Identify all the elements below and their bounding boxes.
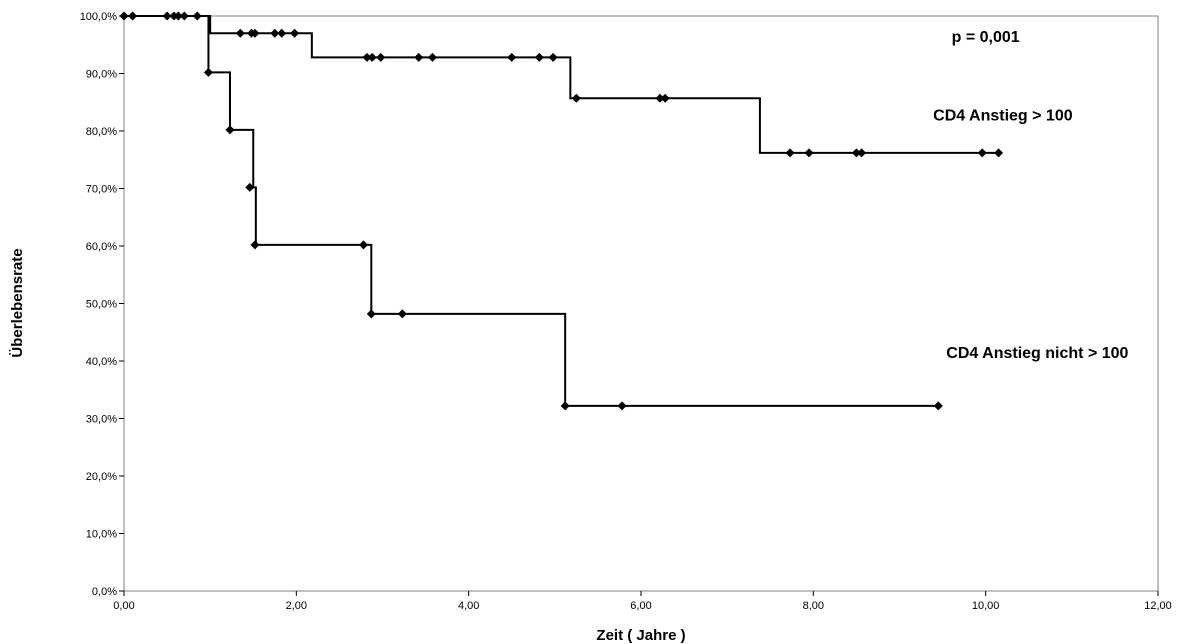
data-point (290, 28, 300, 38)
data-point (617, 401, 627, 411)
annotation-label: CD4 Anstieg > 100 (933, 108, 1073, 125)
data-point (245, 182, 255, 192)
data-point (414, 52, 424, 62)
y-tick-label: 20,0% (86, 471, 117, 483)
data-point (235, 28, 245, 38)
series-1 (119, 11, 1004, 158)
y-tick-label: 90,0% (86, 69, 117, 81)
y-tick-label: 70,0% (86, 184, 117, 196)
series-line (124, 15, 999, 154)
data-point (376, 52, 386, 62)
data-point (225, 125, 235, 135)
data-point (507, 52, 517, 62)
x-tick-label: 2,00 (286, 600, 307, 612)
data-point (270, 28, 280, 38)
y-tick-label: 50,0% (86, 299, 117, 311)
data-point (367, 52, 377, 62)
data-point (977, 148, 987, 158)
y-tick-label: 10,0% (86, 529, 117, 541)
x-axis-title: Zeit ( Jahre ) (596, 627, 685, 644)
data-point (277, 28, 287, 38)
data-point (785, 148, 795, 158)
data-point (933, 401, 943, 411)
x-tick-label: 10,00 (972, 600, 1000, 612)
y-tick-label: 80,0% (86, 126, 117, 138)
x-tick-label: 0,00 (113, 600, 134, 612)
data-point (427, 52, 437, 62)
data-point (362, 52, 372, 62)
x-tick-label: 8,00 (803, 600, 824, 612)
data-point (804, 148, 814, 158)
data-point (655, 93, 665, 103)
data-point (857, 148, 867, 158)
x-tick-label: 6,00 (630, 600, 651, 612)
data-point (397, 309, 407, 319)
data-point (660, 93, 670, 103)
data-point (534, 52, 544, 62)
annotation-label: CD4 Anstieg nicht > 100 (946, 345, 1128, 362)
data-point (560, 401, 570, 411)
y-axis-title: Überlebensrate (9, 248, 26, 357)
data-point (366, 309, 376, 319)
y-tick-label: 100,0% (80, 11, 118, 23)
y-tick-label: 0,0% (92, 586, 117, 598)
plot-area (123, 15, 1159, 592)
annotation-label: p = 0,001 (952, 29, 1020, 46)
y-tick-label: 60,0% (86, 241, 117, 253)
y-axis: 0,0% 10,0% 20,0% 30,0% 40,0% 50,0% 60,0% 70,0% 8… (80, 11, 124, 598)
data-point (359, 240, 369, 250)
series-2 (124, 15, 943, 411)
data-point (571, 93, 581, 103)
x-axis: 0,00 2,00 4,00 6,00 8,00 10,00 12,00 (113, 591, 1172, 612)
data-point (203, 67, 213, 77)
x-tick-label: 4,00 (458, 600, 479, 612)
x-tick-label: 12,00 (1144, 600, 1172, 612)
y-tick-label: 40,0% (86, 356, 117, 368)
data-point (250, 240, 260, 250)
y-tick-label: 30,0% (86, 414, 117, 426)
series-layer (119, 11, 1004, 411)
data-point (851, 148, 861, 158)
data-point (994, 148, 1004, 158)
annotations: p = 0,001 CD4 Anstieg > 100 CD4 Anstieg ni… (933, 29, 1128, 362)
data-point (548, 52, 558, 62)
data-point (250, 28, 260, 38)
